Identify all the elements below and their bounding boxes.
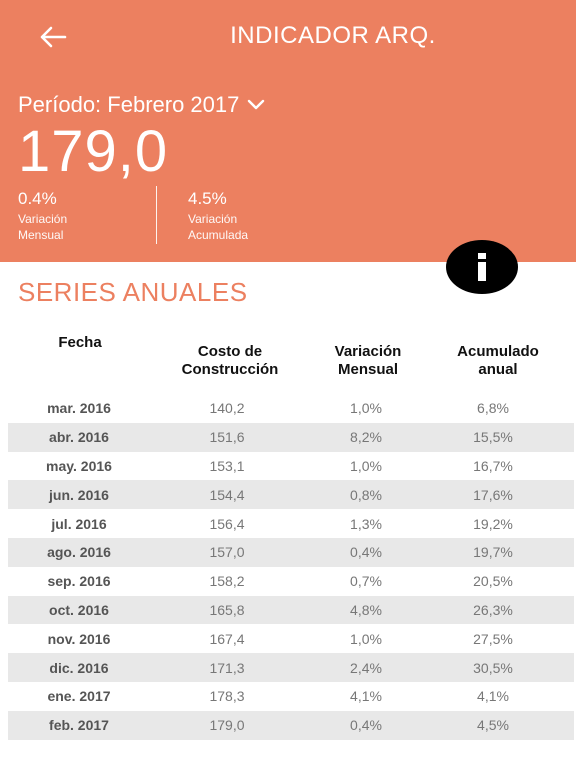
cell-costo: 171,3: [209, 659, 245, 676]
cell-acumulado: 16,7%: [473, 457, 513, 474]
cell-variacion: 0,7%: [350, 573, 382, 590]
back-button[interactable]: [36, 20, 70, 54]
cell-acumulado: 26,3%: [473, 601, 513, 618]
monthly-variation: 0.4% Variación Mensual: [18, 189, 67, 243]
header: INDICADOR ARQ. Período: Febrero 2017 179…: [0, 0, 576, 262]
table-row: abr. 2016 151,6 8,2% 15,5%: [8, 422, 574, 452]
cell-fecha: dic. 2016: [49, 659, 109, 676]
header-acumulado-line2: anual: [478, 361, 518, 378]
cell-acumulado: 27,5%: [473, 630, 513, 647]
table-header: Fecha Costo de Construcción Variación Me…: [0, 330, 576, 390]
cell-acumulado: 19,7%: [473, 544, 513, 561]
cell-variacion: 0,8%: [350, 486, 382, 503]
cell-variacion: 1,0%: [350, 630, 382, 647]
cell-fecha: nov. 2016: [47, 630, 111, 647]
header-variacion-line2: Mensual: [337, 361, 398, 378]
series-table: mar. 2016 140,2 1,0% 6,8% abr. 2016 151,…: [8, 394, 574, 740]
cell-costo: 158,2: [209, 573, 245, 590]
cell-fecha: abr. 2016: [49, 429, 109, 446]
cell-costo: 153,1: [209, 457, 245, 474]
cell-costo: 179,0: [209, 717, 245, 734]
cell-acumulado: 19,2%: [473, 515, 513, 532]
monthly-variation-label-2: Mensual: [18, 228, 64, 242]
cell-costo: 178,3: [209, 688, 245, 705]
header-acumulado: Acumulado anual: [436, 343, 560, 379]
cell-variacion: 0,4%: [350, 717, 382, 734]
header-costo-line1: Costo de: [197, 343, 263, 360]
cell-costo: 165,8: [209, 601, 245, 618]
cell-fecha: ago. 2016: [47, 544, 111, 561]
table-row: ene. 2017 178,3 4,1% 4,1%: [8, 682, 574, 711]
cell-acumulado: 17,6%: [473, 486, 513, 503]
header-costo-line2: Construcción: [181, 361, 279, 378]
cell-acumulado: 30,5%: [473, 659, 513, 676]
cell-costo: 154,4: [209, 486, 245, 503]
cell-variacion: 1,0%: [350, 400, 382, 417]
cell-variacion: 4,8%: [350, 601, 382, 618]
accumulated-variation-label-2: Acumulada: [188, 228, 249, 242]
header-fecha: Fecha: [58, 334, 102, 351]
cell-acumulado: 4,1%: [477, 688, 509, 705]
chevron-down-icon: [248, 99, 265, 110]
cell-costo: 151,6: [209, 429, 245, 446]
cell-variacion: 1,0%: [350, 457, 382, 474]
cell-costo: 156,4: [209, 515, 245, 532]
monthly-variation-value: 0.4%: [18, 189, 57, 208]
period-selector[interactable]: Período: Febrero 2017: [18, 92, 265, 118]
monthly-variation-label-1: Variación: [18, 212, 68, 226]
table-row: nov. 2016 167,4 1,0% 27,5%: [8, 624, 574, 653]
cell-fecha: sep. 2016: [47, 573, 111, 590]
page-title: INDICADOR ARQ.: [230, 22, 436, 49]
cell-costo: 157,0: [209, 544, 245, 561]
cell-costo: 167,4: [209, 630, 245, 647]
accumulated-variation: 4.5% Variación Acumulada: [188, 189, 248, 243]
header-variacion-line1: Variación: [334, 343, 402, 360]
table-row: jul. 2016 156,4 1,3% 19,2%: [8, 509, 574, 538]
cell-acumulado: 4,5%: [477, 717, 509, 734]
cell-variacion: 1,3%: [350, 515, 382, 532]
cell-costo: 140,2: [209, 400, 245, 417]
table-row: jun. 2016 154,4 0,8% 17,6%: [8, 480, 574, 510]
index-value: 179,0: [18, 119, 169, 184]
cell-acumulado: 20,5%: [473, 573, 513, 590]
cell-fecha: may. 2016: [46, 457, 112, 474]
cell-fecha: feb. 2017: [49, 717, 109, 734]
info-icon: [478, 253, 486, 281]
table-row: mar. 2016 140,2 1,0% 6,8%: [8, 394, 574, 423]
header-costo: Costo de Construcción: [162, 343, 298, 379]
accumulated-variation-value: 4.5%: [188, 189, 227, 208]
period-label: Período: Febrero 2017: [18, 92, 240, 117]
cell-variacion: 0,4%: [350, 544, 382, 561]
cell-acumulado: 6,8%: [477, 400, 509, 417]
table-row: oct. 2016 165,8 4,8% 26,3%: [8, 595, 574, 625]
cell-variacion: 8,2%: [350, 429, 382, 446]
cell-variacion: 4,1%: [350, 688, 382, 705]
cell-fecha: mar. 2016: [47, 400, 111, 417]
info-button[interactable]: [446, 240, 518, 294]
cell-fecha: oct. 2016: [49, 601, 109, 618]
table-row: feb. 2017 179,0 0,4% 4,5%: [8, 710, 574, 740]
arrow-left-icon: [40, 26, 67, 48]
section-title: SERIES ANUALES: [18, 277, 248, 307]
header-variacion: Variación Mensual: [312, 343, 424, 379]
stats-divider: [156, 186, 157, 244]
table-row: ago. 2016 157,0 0,4% 19,7%: [8, 537, 574, 567]
table-row: sep. 2016 158,2 0,7% 20,5%: [8, 567, 574, 596]
table-row: may. 2016 153,1 1,0% 16,7%: [8, 452, 574, 481]
cell-fecha: jul. 2016: [51, 515, 107, 532]
accumulated-variation-label-1: Variación: [188, 212, 238, 226]
header-acumulado-line1: Acumulado: [457, 343, 539, 360]
table-row: dic. 2016 171,3 2,4% 30,5%: [8, 653, 574, 682]
cell-acumulado: 15,5%: [473, 429, 513, 446]
cell-variacion: 2,4%: [350, 659, 382, 676]
cell-fecha: ene. 2017: [47, 688, 111, 705]
cell-fecha: jun. 2016: [49, 486, 109, 503]
